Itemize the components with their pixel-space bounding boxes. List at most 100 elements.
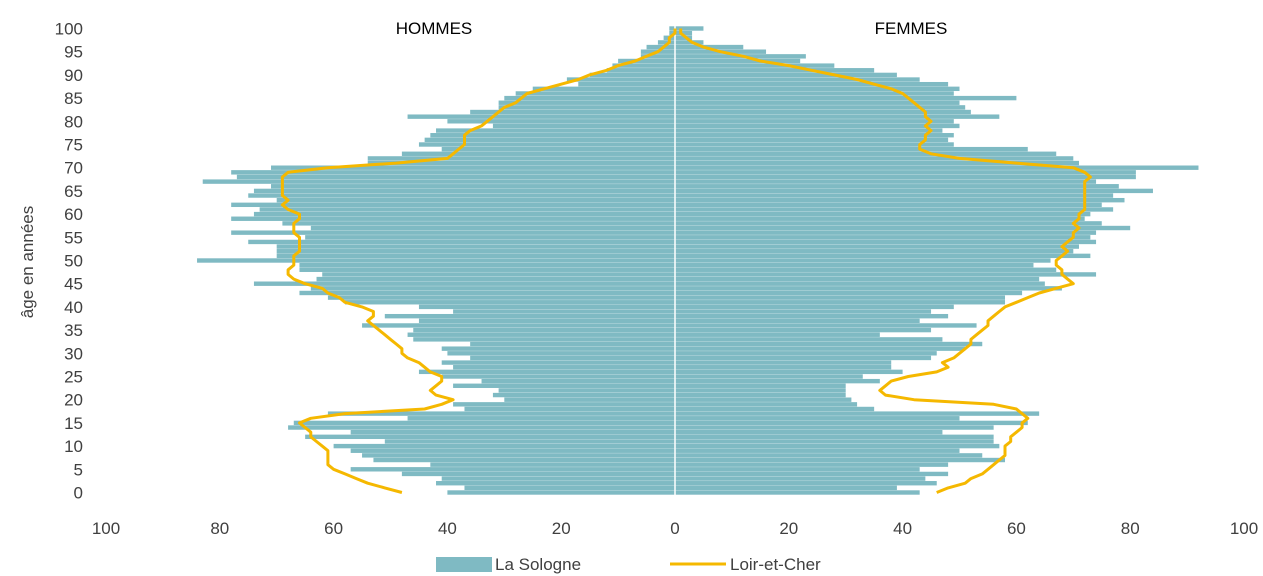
bar-men-age-86 xyxy=(515,91,675,96)
bar-men-age-8 xyxy=(362,453,675,458)
bar-women-age-79 xyxy=(675,123,960,129)
bar-women-age-40 xyxy=(675,304,954,310)
bar-women-age-17 xyxy=(675,411,1040,416)
bar-men-age-2 xyxy=(436,481,675,486)
bar-men-age-51 xyxy=(276,253,675,259)
bar-women-age-99 xyxy=(675,30,693,36)
bar-men-age-11 xyxy=(384,439,675,444)
bar-women-age-43 xyxy=(675,290,1023,296)
bar-men-age-66 xyxy=(271,184,675,189)
bar-women-age-88 xyxy=(675,81,949,87)
bar-women-age-29 xyxy=(675,355,932,361)
bar-women-age-18 xyxy=(675,406,875,412)
bar-women-age-2 xyxy=(675,481,937,486)
bar-women-age-11 xyxy=(675,439,994,444)
bar-women-age-47 xyxy=(675,272,1097,277)
bar-women-age-0 xyxy=(675,490,920,495)
bar-women-age-64 xyxy=(675,193,1114,198)
bar-women-age-15 xyxy=(675,420,1028,426)
bar-men-age-10 xyxy=(333,443,675,449)
bar-men-age-76 xyxy=(424,137,675,143)
bar-men-age-18 xyxy=(464,406,675,412)
bar-men-age-9 xyxy=(350,448,675,453)
bar-men-age-53 xyxy=(276,244,675,249)
x-tick-label-0: 100 xyxy=(92,519,120,538)
bar-men-age-47 xyxy=(322,272,675,277)
bar-women-age-49 xyxy=(675,262,1034,268)
x-tick-label-8: 60 xyxy=(1007,519,1026,538)
bar-women-age-45 xyxy=(675,281,1045,286)
bar-men-age-96 xyxy=(646,44,675,50)
bar-women-age-46 xyxy=(675,276,1040,282)
bar-men-age-50 xyxy=(197,258,676,263)
bar-women-age-93 xyxy=(675,58,801,64)
bar-men-age-65 xyxy=(253,188,675,194)
bar-women-age-33 xyxy=(675,337,943,342)
bar-women-age-27 xyxy=(675,365,892,370)
bar-men-age-38 xyxy=(384,313,675,319)
bar-men-age-44 xyxy=(310,286,675,291)
bar-women-age-7 xyxy=(675,457,1006,463)
bar-men-age-99 xyxy=(669,30,675,36)
bar-men-age-35 xyxy=(413,327,675,333)
bar-men-age-93 xyxy=(618,58,675,64)
bar-men-age-20 xyxy=(504,397,675,402)
bar-men-age-30 xyxy=(447,351,675,356)
y-tick-label-35: 35 xyxy=(64,321,83,340)
bar-men-age-60 xyxy=(253,211,675,217)
x-tick-label-2: 60 xyxy=(324,519,343,538)
bar-men-age-68 xyxy=(236,174,675,180)
y-axis-label: âge en années xyxy=(18,206,37,319)
bar-women-age-48 xyxy=(675,267,1057,272)
bar-men-age-1 xyxy=(464,485,675,491)
bar-men-age-29 xyxy=(470,355,675,361)
y-tick-label-20: 20 xyxy=(64,391,83,410)
bar-men-age-41 xyxy=(344,300,675,305)
bar-men-age-85 xyxy=(504,95,675,101)
bar-women-age-35 xyxy=(675,327,932,333)
y-tick-label-10: 10 xyxy=(64,437,83,456)
bar-men-age-33 xyxy=(413,337,675,342)
bar-men-age-83 xyxy=(498,105,675,110)
bar-women-age-8 xyxy=(675,453,983,458)
bar-women-age-54 xyxy=(675,239,1097,245)
bar-men-age-78 xyxy=(436,128,675,133)
bar-men-age-89 xyxy=(566,77,675,82)
bar-men-age-3 xyxy=(441,476,675,481)
bar-men-age-90 xyxy=(589,72,675,78)
bar-women-age-100 xyxy=(675,26,704,31)
bar-men-age-67 xyxy=(202,179,676,184)
bar-women-age-22 xyxy=(675,388,846,393)
line-loir-et-cher-men xyxy=(280,28,677,494)
y-tick-label-65: 65 xyxy=(64,182,83,201)
bar-women-age-86 xyxy=(675,91,954,96)
bar-men-age-61 xyxy=(259,207,675,212)
bar-men-age-12 xyxy=(305,434,675,440)
bar-men-age-7 xyxy=(373,457,675,463)
bar-men-age-62 xyxy=(231,202,675,208)
y-tick-label-95: 95 xyxy=(64,43,83,62)
bar-women-age-58 xyxy=(675,221,1102,226)
y-tick-label-25: 25 xyxy=(64,368,83,387)
bar-men-age-39 xyxy=(453,309,675,314)
bar-men-age-58 xyxy=(282,221,675,226)
bar-women-age-13 xyxy=(675,429,943,435)
bar-women-age-71 xyxy=(675,160,1079,166)
bar-men-age-25 xyxy=(441,374,675,379)
bar-men-age-36 xyxy=(362,323,675,328)
bar-men-age-55 xyxy=(305,235,675,240)
bar-women-age-65 xyxy=(675,188,1153,194)
bar-men-age-92 xyxy=(612,63,675,68)
bar-women-age-44 xyxy=(675,286,1062,291)
bar-women-age-97 xyxy=(675,40,704,45)
y-axis-ticks: 0 5 10 15 20 25 30 35 40 45 50 55 60 65 70 75 80 85 90 95 10… xyxy=(55,20,83,503)
bar-women-age-28 xyxy=(675,360,892,365)
legend-label-loir-et-cher: Loir-et-Cher xyxy=(730,555,821,574)
x-tick-label-7: 40 xyxy=(893,519,912,538)
bar-women-age-39 xyxy=(675,309,932,314)
bar-women-age-91 xyxy=(675,68,875,73)
bar-women-age-3 xyxy=(675,476,926,481)
bar-women-age-56 xyxy=(675,230,1097,235)
bar-women-age-10 xyxy=(675,443,1000,449)
bar-women-age-30 xyxy=(675,351,937,356)
